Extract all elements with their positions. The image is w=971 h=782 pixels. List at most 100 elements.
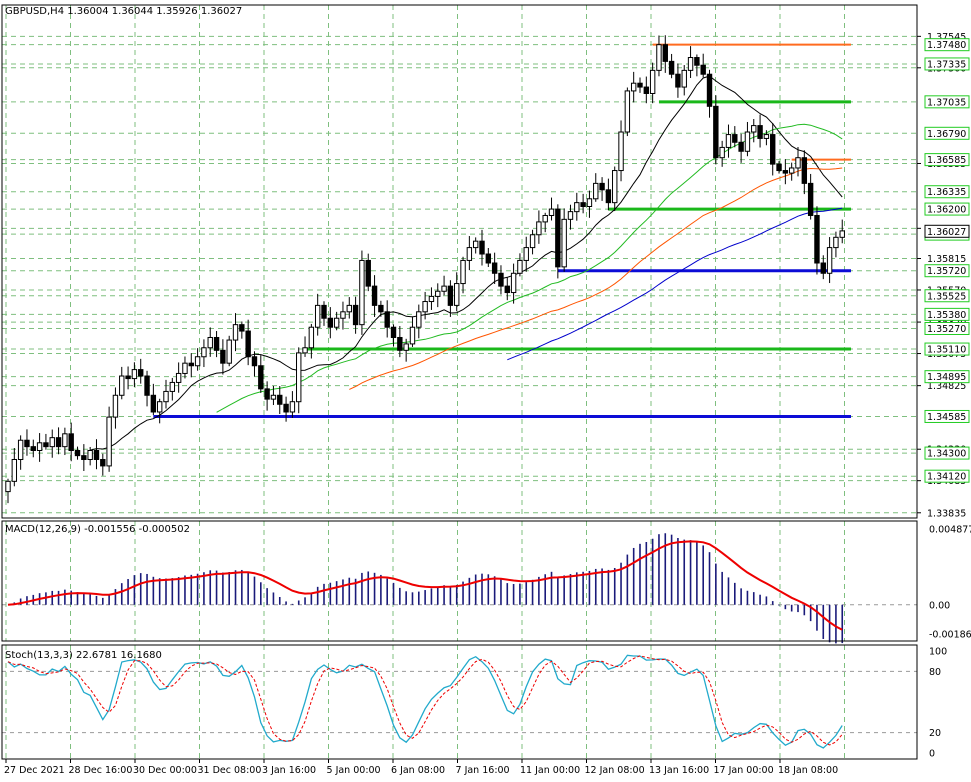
candle-body (384, 311, 390, 328)
time-tick-label: 18 Jan 08:00 (778, 765, 838, 776)
candle-body (801, 157, 808, 184)
candle-body (11, 458, 18, 482)
candle-body (643, 86, 650, 94)
candle-body (150, 394, 157, 413)
level-price-label: 1.36585 (927, 155, 966, 166)
time-tick-label: 31 Dec 08:00 (198, 765, 262, 776)
level-price-label: 1.36335 (927, 187, 966, 198)
macd-signal-line (7, 540, 843, 631)
candle-body (49, 437, 55, 448)
candle-body (112, 394, 119, 418)
level-price-label-box (924, 409, 970, 423)
level-price-label-box (924, 446, 970, 460)
candle-body (321, 304, 327, 319)
candle-body (618, 131, 624, 172)
candle-body (220, 349, 226, 364)
candle-body (706, 73, 713, 107)
candle-body (169, 381, 176, 392)
candle-body (725, 134, 732, 148)
candle-body (454, 283, 460, 306)
level-price-label: 1.37035 (927, 97, 966, 108)
price-tick-label: 1.37545 (927, 32, 966, 43)
candle-body (649, 69, 656, 94)
time-tick-label: 11 Jan 00:00 (520, 765, 580, 776)
stoch-header: Stoch(13,3,3) 22.6781 16.1680 (5, 650, 162, 661)
ma-orange-line (349, 167, 843, 390)
level-price-label: 1.34300 (927, 449, 966, 460)
candle-body (277, 394, 283, 405)
time-tick-label: 13 Jan 16:00 (649, 765, 709, 776)
time-tick-label: 3 Jan 16:00 (262, 765, 316, 776)
price-tick-label: 1.34825 (927, 381, 966, 392)
candle-body (245, 330, 251, 358)
candle-body (207, 336, 213, 349)
macd-pane-frame (1, 520, 918, 642)
ma-blue-line (507, 207, 843, 361)
candle-body (675, 73, 681, 88)
time-tick-label: 6 Jan 08:00 (391, 765, 445, 776)
candle-body (517, 259, 523, 274)
candle-body (144, 375, 150, 396)
level-price-label: 1.35110 (927, 345, 966, 356)
candle-body (17, 439, 24, 460)
level-price-label: 1.37480 (927, 40, 966, 51)
candle-body (612, 170, 618, 204)
level-price-label: 1.35380 (927, 310, 966, 321)
candle-body (390, 326, 397, 338)
candle-body (580, 202, 586, 207)
candle-body (466, 247, 473, 261)
candle-body (732, 134, 738, 143)
ma-green-line (216, 123, 843, 413)
candle-body (795, 157, 801, 169)
candle-body (131, 369, 138, 380)
level-price-label: 1.34120 (927, 472, 966, 483)
candle-body (593, 182, 599, 200)
candle-body (681, 69, 687, 88)
candle-body (763, 134, 770, 139)
candle-body (605, 189, 612, 204)
level-price-label: 1.36790 (927, 129, 966, 140)
candle-body (485, 253, 492, 264)
level-price-label-box (924, 322, 970, 336)
candle-body (194, 356, 201, 367)
candle-body (510, 272, 517, 294)
level-price-label: 1.35720 (927, 266, 966, 277)
candle-body (555, 208, 561, 268)
candle-body (100, 458, 106, 467)
candle-body (340, 311, 346, 319)
level-price-label-box (924, 264, 970, 278)
candle-body (751, 125, 757, 133)
candle-body (529, 234, 536, 249)
candle-body (289, 401, 296, 413)
candle-body (668, 60, 675, 75)
candle-body (807, 182, 814, 216)
price-tick-label: 1.33835 (927, 508, 966, 519)
candle-body (586, 198, 593, 207)
candle-body (352, 304, 359, 326)
candle-body (93, 450, 100, 460)
candle-body (687, 57, 694, 71)
candle-body (258, 365, 264, 390)
candle-body (270, 394, 277, 400)
candle-body (567, 211, 574, 220)
candle-body (226, 339, 232, 364)
candle-body (175, 372, 182, 383)
candle-body (441, 285, 447, 292)
candle-body (416, 311, 422, 328)
candle-body (55, 437, 62, 448)
candle-body (81, 455, 87, 460)
candle-body (662, 44, 668, 62)
candle-body (213, 336, 220, 351)
macd-tick-label: 0.004877 (929, 524, 971, 535)
candle-body (359, 259, 365, 326)
candle-body (599, 182, 605, 191)
candle-body (624, 90, 631, 133)
candle-body (770, 134, 776, 165)
candle-body (738, 141, 744, 152)
candle-body (156, 401, 163, 413)
candle-body (346, 304, 352, 313)
candle-body (523, 247, 529, 261)
level-price-label: 1.37335 (927, 59, 966, 70)
stoch-tick-label: 80 (929, 667, 941, 678)
candle-body (757, 125, 763, 139)
